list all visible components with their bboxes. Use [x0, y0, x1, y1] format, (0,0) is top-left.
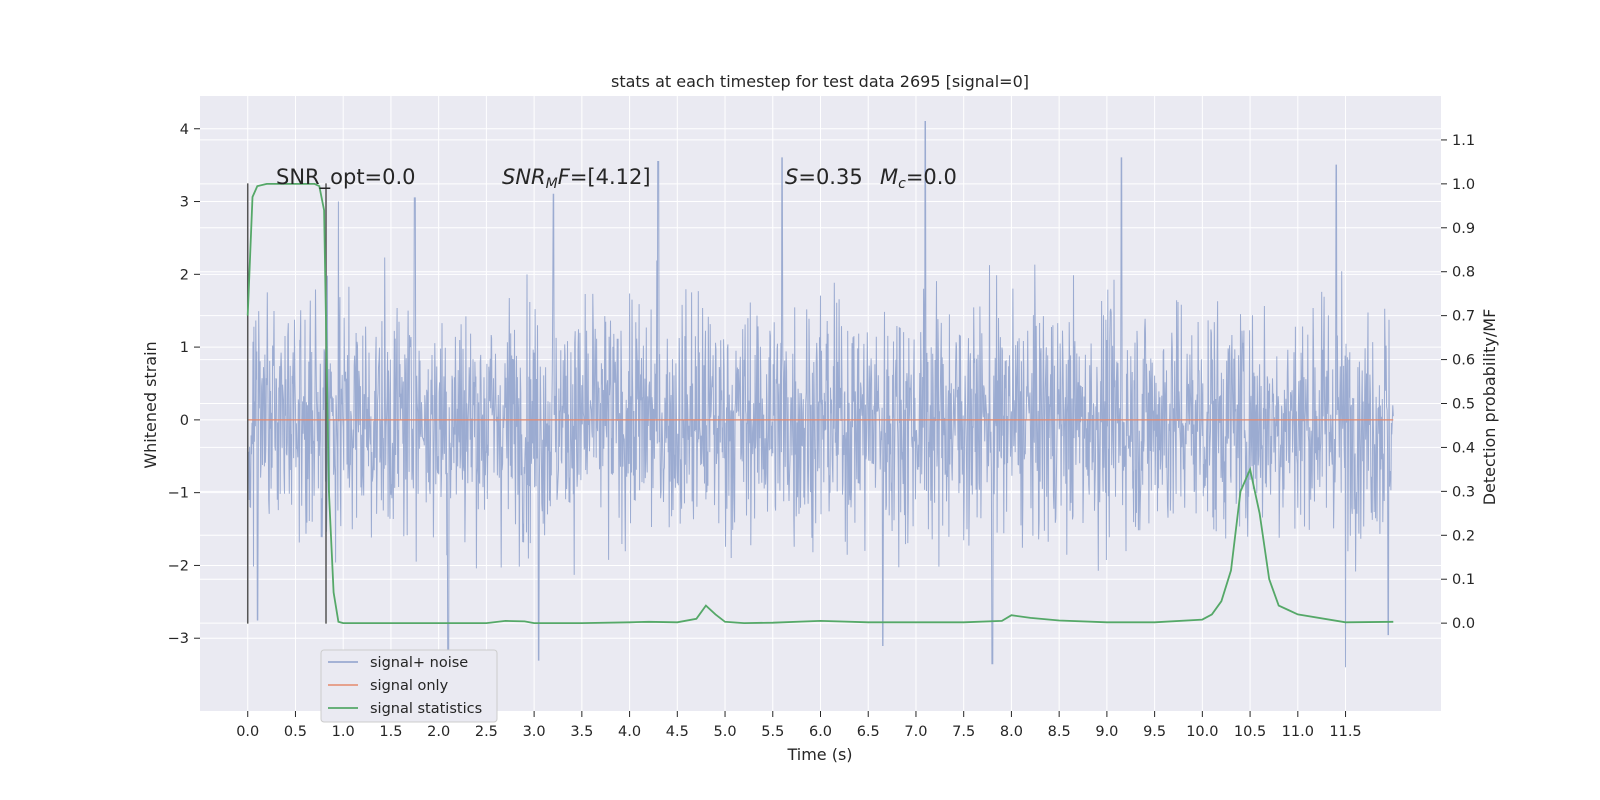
x-tick-label: 0.0	[236, 724, 259, 740]
x-tick-label: 11.5	[1329, 724, 1361, 740]
series-signal-statistics	[246, 183, 1394, 625]
y2-tick-label: 0.3	[1452, 484, 1475, 500]
y-axis-label: Whitened strain	[141, 341, 160, 468]
y2-axis-label: Detection probability/MF	[1480, 309, 1499, 506]
y2-axis-ticks: 1.1 1.0 0.9 0.8 0.7 0.6 0.5 0.4 0.3 0.2 0.1 0.0	[1441, 133, 1475, 632]
x-tick-label: 9.5	[1143, 724, 1166, 740]
vertical-markers	[246, 183, 327, 624]
y-tick-label: −2	[168, 558, 189, 574]
signal-plus-noise-line	[247, 121, 1394, 668]
x-tick-label: 9.0	[1095, 724, 1118, 740]
y-tick-label: 2	[180, 267, 189, 283]
y2-tick-label: 0.8	[1452, 265, 1475, 281]
y2-tick-label: 0.7	[1452, 309, 1475, 325]
x-tick-label: 4.0	[618, 724, 641, 740]
x-tick-label: 6.0	[809, 724, 832, 740]
x-tick-label: 0.5	[284, 724, 307, 740]
y2-tick-label: 0.1	[1452, 572, 1475, 588]
x-axis-ticks: 0.0 0.5 1.0 1.5 2.0 2.5 3.0 3.5 4.0 4.5 5.0 5.5 6.0 6…	[236, 711, 1362, 740]
x-tick-label: 5.0	[714, 724, 737, 740]
legend-label-signal-plus-noise: signal+ noise	[370, 655, 468, 671]
chart-title: stats at each timestep for test data 269…	[611, 72, 1029, 91]
y-axis-ticks: 4 3 2 1 0 −1 −2 −3	[168, 122, 200, 647]
y2-tick-label: 1.1	[1452, 133, 1475, 149]
y2-tick-label: 0.0	[1452, 616, 1475, 632]
x-tick-label: 2.0	[427, 724, 450, 740]
annotation-s: S=0.35	[785, 165, 863, 189]
legend-label-signal-only: signal only	[370, 678, 449, 694]
legend: signal+ noise signal only signal statist…	[320, 649, 498, 723]
annotation-snr-opt: SNR_opt=0.0	[276, 165, 416, 190]
y-tick-label: 0	[180, 413, 189, 429]
series-signal-plus-noise	[247, 121, 1394, 668]
x-tick-label: 2.5	[475, 724, 498, 740]
signal-statistics-line	[246, 183, 1394, 625]
annotation-snr-mf: SNRMF=[4.12]	[502, 165, 651, 192]
x-tick-label: 1.0	[332, 724, 355, 740]
x-tick-label: 4.5	[666, 724, 689, 740]
y-tick-label: 4	[180, 122, 189, 138]
x-tick-label: 8.5	[1048, 724, 1071, 740]
y2-tick-label: 0.5	[1452, 397, 1475, 413]
y2-tick-label: 1.0	[1452, 177, 1475, 193]
x-tick-label: 10.5	[1234, 724, 1266, 740]
x-tick-label: 6.5	[857, 724, 880, 740]
y2-tick-label: 0.9	[1452, 221, 1475, 237]
x-tick-label: 1.5	[379, 724, 402, 740]
x-tick-label: 7.0	[904, 724, 927, 740]
x-tick-label: 5.5	[761, 724, 784, 740]
x-tick-label: 7.5	[952, 724, 975, 740]
x-tick-label: 3.5	[570, 724, 593, 740]
y-tick-label: −3	[168, 631, 189, 647]
y-tick-label: 1	[180, 340, 189, 356]
y2-tick-label: 0.2	[1452, 528, 1475, 544]
annotation-mc: Mc=0.0	[880, 165, 957, 192]
legend-label-signal-statistics: signal statistics	[370, 701, 482, 717]
y2-tick-label: 0.6	[1452, 353, 1475, 369]
x-tick-label: 11.0	[1282, 724, 1314, 740]
x-tick-label: 10.0	[1186, 724, 1218, 740]
x-axis-label: Time (s)	[786, 745, 852, 764]
x-tick-label: 8.0	[1000, 724, 1023, 740]
grid	[200, 96, 1441, 711]
y-tick-label: 3	[180, 195, 189, 211]
y-tick-label: −1	[168, 486, 189, 502]
legend-box	[320, 649, 498, 723]
x-tick-label: 3.0	[523, 724, 546, 740]
y2-tick-label: 0.4	[1452, 440, 1475, 456]
